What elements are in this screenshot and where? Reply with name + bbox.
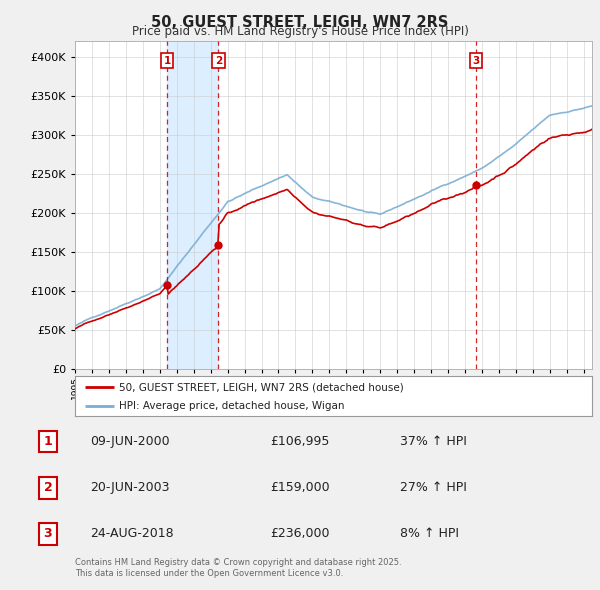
Text: 1: 1 — [164, 56, 171, 66]
Text: 2: 2 — [215, 56, 222, 66]
Text: Contains HM Land Registry data © Crown copyright and database right 2025.
This d: Contains HM Land Registry data © Crown c… — [75, 558, 401, 578]
Text: 50, GUEST STREET, LEIGH, WN7 2RS (detached house): 50, GUEST STREET, LEIGH, WN7 2RS (detach… — [119, 382, 404, 392]
Text: 27% ↑ HPI: 27% ↑ HPI — [400, 481, 467, 494]
Text: 24-AUG-2018: 24-AUG-2018 — [90, 527, 173, 540]
Text: 50, GUEST STREET, LEIGH, WN7 2RS: 50, GUEST STREET, LEIGH, WN7 2RS — [151, 15, 449, 30]
Text: HPI: Average price, detached house, Wigan: HPI: Average price, detached house, Wiga… — [119, 401, 344, 411]
Text: Price paid vs. HM Land Registry's House Price Index (HPI): Price paid vs. HM Land Registry's House … — [131, 25, 469, 38]
Text: 1: 1 — [44, 435, 52, 448]
Text: £236,000: £236,000 — [270, 527, 329, 540]
Text: 3: 3 — [472, 56, 479, 66]
Text: 2: 2 — [44, 481, 52, 494]
Text: 37% ↑ HPI: 37% ↑ HPI — [400, 435, 467, 448]
Text: 8% ↑ HPI: 8% ↑ HPI — [400, 527, 459, 540]
Bar — [167, 41, 218, 369]
Text: £159,000: £159,000 — [270, 481, 329, 494]
Text: 09-JUN-2000: 09-JUN-2000 — [90, 435, 170, 448]
Text: 3: 3 — [44, 527, 52, 540]
Text: £106,995: £106,995 — [270, 435, 329, 448]
Text: 20-JUN-2003: 20-JUN-2003 — [90, 481, 170, 494]
